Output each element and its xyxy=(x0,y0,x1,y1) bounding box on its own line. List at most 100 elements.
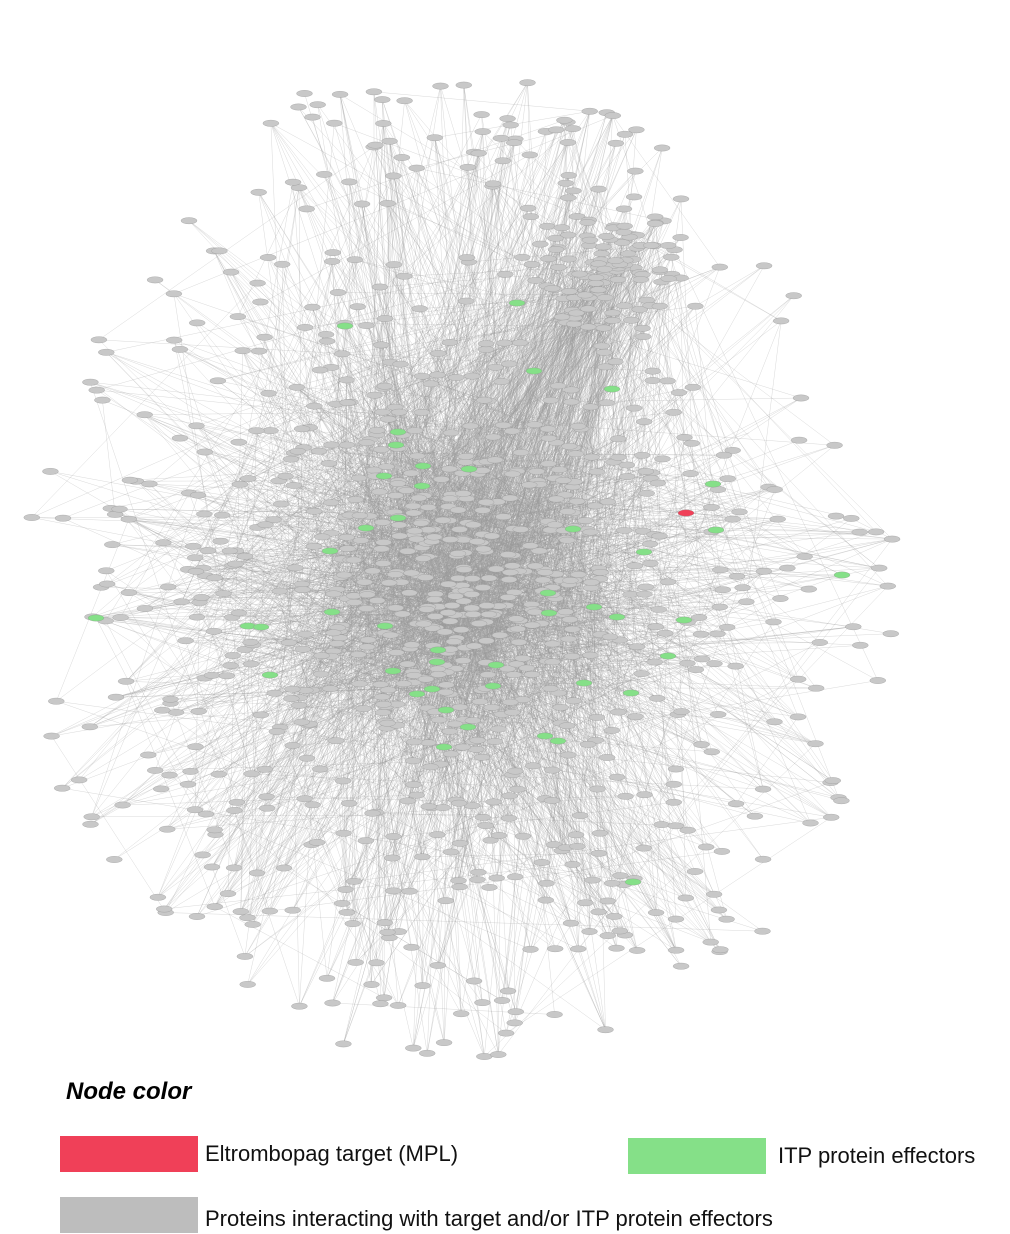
interactor-node xyxy=(308,839,326,846)
interactor-node xyxy=(284,906,301,914)
effector-node xyxy=(357,524,375,532)
interactor-node xyxy=(314,533,331,541)
interactor-node xyxy=(90,336,108,344)
interactor-node xyxy=(408,535,425,543)
interactor-node xyxy=(636,590,653,598)
interactor-node xyxy=(406,527,424,535)
interactor-node xyxy=(591,829,609,837)
interactor-node xyxy=(188,613,206,621)
legend-title: Node color xyxy=(66,1078,192,1105)
interactor-node xyxy=(328,737,345,745)
interactor-node xyxy=(608,944,625,952)
interactor-node xyxy=(702,938,719,946)
effector-node xyxy=(321,547,339,555)
interactor-node xyxy=(612,872,629,880)
interactor-node xyxy=(687,666,705,673)
interactor-node xyxy=(790,436,808,444)
interactor-node xyxy=(627,713,644,720)
interactor-node xyxy=(153,785,170,793)
interactor-node xyxy=(210,770,227,778)
interactor-node xyxy=(470,620,488,627)
interactor-node xyxy=(477,346,495,353)
effector-node xyxy=(539,589,557,597)
interactor-node xyxy=(311,366,329,374)
interactor-node xyxy=(312,670,330,678)
interactor-node xyxy=(677,894,694,902)
interactor-node xyxy=(455,81,472,89)
interactor-node xyxy=(324,999,341,1007)
interactor-node xyxy=(452,839,469,847)
interactor-node xyxy=(324,258,341,265)
interactor-node xyxy=(636,418,653,426)
interactor-node xyxy=(304,113,321,121)
interactor-node xyxy=(271,587,288,595)
interactor-node xyxy=(582,651,599,659)
interactor-node xyxy=(595,243,612,251)
interactor-node xyxy=(528,468,545,475)
interactor-node xyxy=(500,576,518,583)
interactor-node xyxy=(478,637,495,645)
interactor-node xyxy=(590,908,607,916)
interactor-node xyxy=(765,618,782,626)
interactor-node xyxy=(584,876,601,884)
interactor-node xyxy=(577,899,594,907)
interactor-node xyxy=(379,928,396,936)
interactor-node xyxy=(634,324,651,332)
interactor-node xyxy=(173,598,190,606)
interactor-node xyxy=(724,515,741,523)
interactor-node xyxy=(420,739,437,747)
interactor-node xyxy=(572,812,589,819)
interactor-node xyxy=(347,496,364,503)
interactor-node xyxy=(393,154,411,161)
interactor-node xyxy=(667,822,684,830)
interactor-node xyxy=(565,320,583,328)
interactor-node xyxy=(683,439,701,447)
interactor-node xyxy=(595,324,612,332)
interactor-node xyxy=(727,662,744,670)
protein-interaction-network xyxy=(23,79,901,1060)
interactor-node xyxy=(693,655,711,663)
interactor-node xyxy=(494,157,511,165)
interactor-node xyxy=(408,791,425,799)
effector-node xyxy=(389,514,407,522)
interactor-node xyxy=(81,723,98,731)
interactor-node xyxy=(522,213,540,220)
interactor-node xyxy=(823,813,840,821)
interactor-node xyxy=(507,1008,524,1016)
interactor-node xyxy=(727,800,745,808)
interactor-node xyxy=(289,447,307,455)
interactor-node xyxy=(502,698,519,706)
interactor-node xyxy=(779,564,796,572)
interactor-node xyxy=(512,339,529,347)
interactor-node xyxy=(616,130,634,138)
interactor-node xyxy=(363,981,380,988)
interactor-node xyxy=(357,837,375,845)
interactor-node xyxy=(222,662,239,669)
interactor-node xyxy=(623,316,640,324)
interactor-node xyxy=(136,411,153,419)
interactor-node xyxy=(672,234,689,241)
interactor-node xyxy=(672,962,690,970)
interactor-node xyxy=(414,982,431,989)
interactor-node xyxy=(403,569,420,577)
interactor-node xyxy=(479,671,497,679)
interactor-node xyxy=(401,589,418,597)
interactor-node xyxy=(427,613,444,620)
interactor-node xyxy=(399,547,416,555)
interactor-node xyxy=(346,256,364,264)
effector-node xyxy=(261,671,279,679)
interactor-node xyxy=(703,503,720,511)
legend-label-interactor: Proteins interacting with target and/or … xyxy=(205,1206,773,1231)
interactor-node xyxy=(422,380,439,388)
interactor-node xyxy=(667,915,685,923)
effector-node xyxy=(484,682,502,690)
effector-node xyxy=(659,652,677,660)
interactor-node xyxy=(312,765,329,773)
interactor-node xyxy=(590,185,607,193)
interactor-node xyxy=(310,447,328,455)
interactor-node xyxy=(396,97,413,105)
interactor-node xyxy=(495,421,512,429)
interactor-node xyxy=(567,831,585,839)
interactor-node xyxy=(373,446,390,453)
interactor-node xyxy=(582,528,599,536)
